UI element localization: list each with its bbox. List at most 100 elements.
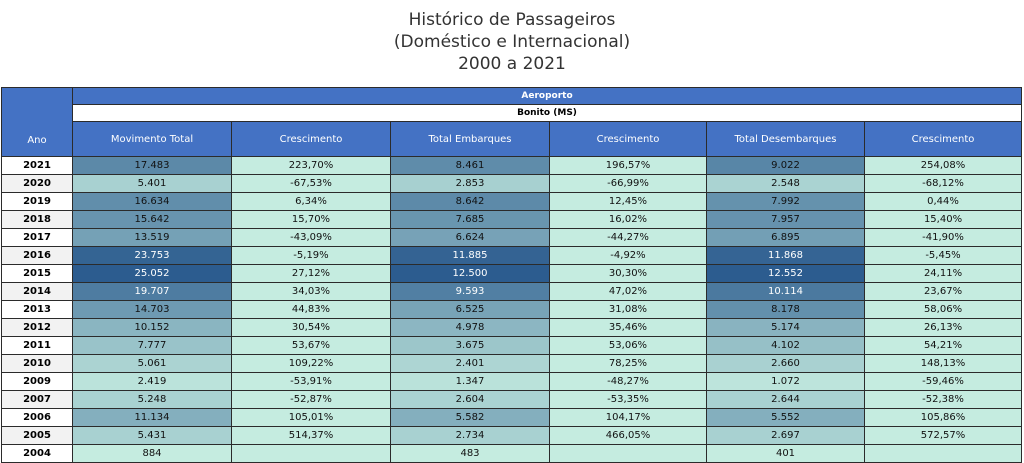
col-header-total-desembarques: Total Desembarques [706, 121, 865, 157]
total-embarques-cell: 8.461 [390, 156, 550, 175]
passenger-history-table: Ano Aeroporto Bonito (MS) Movimento Tota… [1, 87, 1023, 463]
crescimento-total-cell: 514,37% [231, 426, 391, 445]
crescimento-embarques-cell: -4,92% [549, 246, 707, 265]
crescimento-total-cell: -43,09% [231, 228, 391, 247]
col-header-movimento-total: Movimento Total [72, 121, 232, 157]
table-row: 2021 17.483 223,70% 8.461 196,57% 9.022 254,08… [1, 156, 1023, 175]
year-cell: 2005 [1, 426, 73, 445]
table-row: 2014 19.707 34,03% 9.593 47,02% 10.114 23,67% [1, 282, 1023, 301]
crescimento-desembarques-cell: 0,44% [863, 192, 1023, 211]
year-cell: 2004 [1, 444, 73, 463]
crescimento-total-cell: -67,53% [231, 174, 391, 193]
crescimento-embarques-cell: 196,57% [549, 156, 707, 175]
crescimento-embarques-cell: -48,27% [549, 372, 707, 391]
table-row: 2016 23.753 -5,19% 11.885 -4,92% 11.868 -5,45% [1, 246, 1023, 265]
total-embarques-cell: 12.500 [390, 264, 550, 283]
movimento-total-cell: 5.248 [72, 390, 232, 409]
year-cell: 2015 [1, 264, 73, 283]
crescimento-embarques-cell: 466,05% [549, 426, 707, 445]
crescimento-embarques-cell: -44,27% [549, 228, 707, 247]
year-cell: 2021 [1, 156, 73, 175]
crescimento-total-cell: 53,67% [231, 336, 391, 355]
table-row: 2004 884 483 401 [1, 444, 1023, 463]
total-embarques-cell: 2.401 [390, 354, 550, 373]
crescimento-total-cell: 44,83% [231, 300, 391, 319]
year-cell: 2014 [1, 282, 73, 301]
crescimento-total-cell: 27,12% [231, 264, 391, 283]
crescimento-total-cell: 105,01% [231, 408, 391, 427]
year-cell: 2019 [1, 192, 73, 211]
year-cell: 2011 [1, 336, 73, 355]
total-desembarques-cell: 2.548 [706, 174, 865, 193]
total-desembarques-cell: 11.868 [706, 246, 865, 265]
table-row: 2015 25.052 27,12% 12.500 30,30% 12.552 24,11% [1, 264, 1023, 283]
total-embarques-cell: 9.593 [390, 282, 550, 301]
crescimento-total-cell: 34,03% [231, 282, 391, 301]
movimento-total-cell: 5.061 [72, 354, 232, 373]
crescimento-desembarques-cell: 15,40% [863, 210, 1023, 229]
total-desembarques-cell: 5.174 [706, 318, 865, 337]
total-desembarques-cell: 6.895 [706, 228, 865, 247]
total-embarques-cell: 5.582 [390, 408, 550, 427]
total-desembarques-cell: 4.102 [706, 336, 865, 355]
movimento-total-cell: 15.642 [72, 210, 232, 229]
total-embarques-cell: 2.853 [390, 174, 550, 193]
crescimento-desembarques-cell: 572,57% [863, 426, 1023, 445]
crescimento-desembarques-cell: -5,45% [863, 246, 1023, 265]
crescimento-total-cell: -53,91% [231, 372, 391, 391]
year-cell: 2020 [1, 174, 73, 193]
crescimento-desembarques-cell: 26,13% [863, 318, 1023, 337]
movimento-total-cell: 884 [72, 444, 232, 463]
total-desembarques-cell: 8.178 [706, 300, 865, 319]
total-desembarques-cell: 7.992 [706, 192, 865, 211]
movimento-total-cell: 25.052 [72, 264, 232, 283]
year-cell: 2013 [1, 300, 73, 319]
page-title: Histórico de Passageiros (Doméstico e In… [0, 0, 1024, 75]
col-header-crescimento: Crescimento [863, 121, 1023, 157]
title-line-2: (Doméstico e Internacional) [393, 32, 631, 52]
crescimento-embarques-cell: 30,30% [549, 264, 707, 283]
table-row: 2011 7.777 53,67% 3.675 53,06% 4.102 54,21% [1, 336, 1023, 355]
total-desembarques-cell: 9.022 [706, 156, 865, 175]
crescimento-total-cell: 15,70% [231, 210, 391, 229]
title-line-1: Histórico de Passageiros [408, 10, 616, 30]
table-row: 2007 5.248 -52,87% 2.604 -53,35% 2.644 -52,38% [1, 390, 1023, 409]
crescimento-embarques-cell: 31,08% [549, 300, 707, 319]
movimento-total-cell: 5.431 [72, 426, 232, 445]
total-embarques-cell: 6.624 [390, 228, 550, 247]
year-cell: 2006 [1, 408, 73, 427]
crescimento-total-cell: 109,22% [231, 354, 391, 373]
table-row: 2020 5.401 -67,53% 2.853 -66,99% 2.548 -68,12% [1, 174, 1023, 193]
crescimento-embarques-cell: 16,02% [549, 210, 707, 229]
crescimento-embarques-cell: 78,25% [549, 354, 707, 373]
year-cell: 2009 [1, 372, 73, 391]
total-desembarques-cell: 2.697 [706, 426, 865, 445]
total-desembarques-cell: 1.072 [706, 372, 865, 391]
crescimento-desembarques-cell: -52,38% [863, 390, 1023, 409]
crescimento-embarques-cell: -53,35% [549, 390, 707, 409]
table-row: 2006 11.134 105,01% 5.582 104,17% 5.552 105,86… [1, 408, 1023, 427]
crescimento-desembarques-cell: -68,12% [863, 174, 1023, 193]
crescimento-embarques-cell: 53,06% [549, 336, 707, 355]
crescimento-embarques-cell: 35,46% [549, 318, 707, 337]
movimento-total-cell: 16.634 [72, 192, 232, 211]
crescimento-desembarques-cell: 24,11% [863, 264, 1023, 283]
total-desembarques-cell: 12.552 [706, 264, 865, 283]
table-row: 2005 5.431 514,37% 2.734 466,05% 2.697 572,57% [1, 426, 1023, 445]
movimento-total-cell: 14.703 [72, 300, 232, 319]
crescimento-desembarques-cell: 254,08% [863, 156, 1023, 175]
table-row: 2017 13.519 -43,09% 6.624 -44,27% 6.895 -41,90… [1, 228, 1023, 247]
col-header-crescimento: Crescimento [231, 121, 391, 157]
crescimento-desembarques-cell [863, 444, 1023, 463]
crescimento-embarques-cell: -66,99% [549, 174, 707, 193]
table-row: 2018 15.642 15,70% 7.685 16,02% 7.957 15,40% [1, 210, 1023, 229]
crescimento-embarques-cell: 12,45% [549, 192, 707, 211]
crescimento-total-cell: -52,87% [231, 390, 391, 409]
crescimento-desembarques-cell: 58,06% [863, 300, 1023, 319]
year-cell: 2007 [1, 390, 73, 409]
crescimento-embarques-cell [549, 444, 707, 463]
total-desembarques-cell: 401 [706, 444, 865, 463]
total-embarques-cell: 483 [390, 444, 550, 463]
crescimento-total-cell: -5,19% [231, 246, 391, 265]
year-cell: 2018 [1, 210, 73, 229]
